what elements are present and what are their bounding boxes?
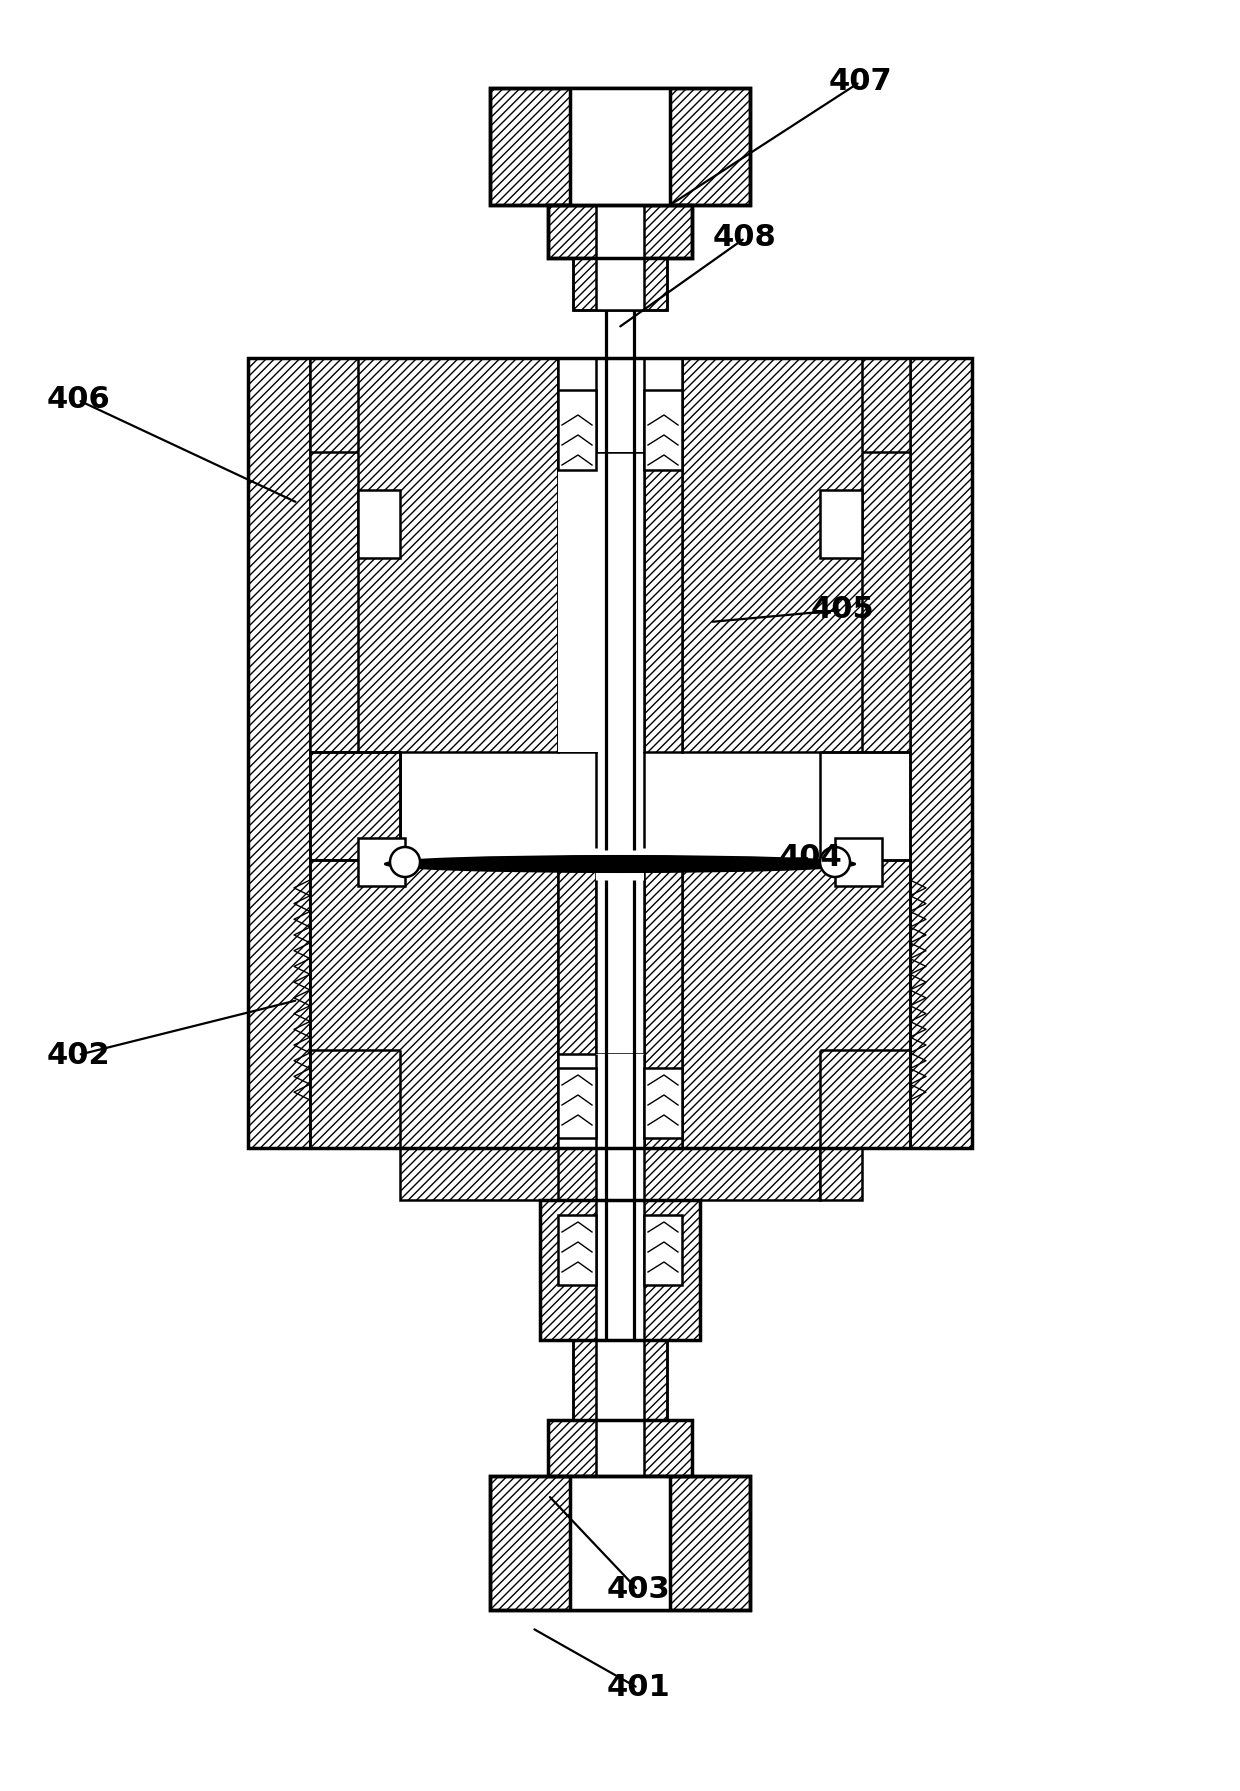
Bar xyxy=(596,1200,644,1340)
Bar xyxy=(248,358,972,1148)
Bar xyxy=(596,1053,644,1148)
Bar xyxy=(820,491,862,559)
Bar xyxy=(573,1340,667,1420)
Bar xyxy=(490,88,750,204)
Bar xyxy=(548,204,692,258)
Bar xyxy=(558,358,642,752)
Polygon shape xyxy=(310,752,401,860)
Bar xyxy=(490,88,750,204)
Bar xyxy=(644,1214,682,1284)
Bar xyxy=(596,860,644,1148)
Text: 408: 408 xyxy=(713,224,777,253)
Bar xyxy=(310,860,558,1148)
Bar xyxy=(558,358,682,451)
Bar xyxy=(596,204,644,258)
Bar xyxy=(570,88,670,204)
Bar xyxy=(310,752,401,860)
Bar xyxy=(558,1148,642,1200)
Bar xyxy=(573,258,667,310)
Bar xyxy=(596,1340,644,1420)
Bar xyxy=(573,258,667,310)
Bar xyxy=(539,1200,701,1340)
Ellipse shape xyxy=(384,856,856,872)
Circle shape xyxy=(820,847,849,878)
Bar xyxy=(910,358,972,1148)
Bar xyxy=(820,1148,862,1200)
Text: 405: 405 xyxy=(810,595,874,625)
Bar xyxy=(558,390,596,469)
Bar xyxy=(401,1148,820,1200)
Bar xyxy=(548,204,692,258)
Bar xyxy=(596,358,644,451)
Bar xyxy=(573,1340,667,1420)
Text: 407: 407 xyxy=(828,68,892,97)
Bar xyxy=(548,1420,692,1476)
Text: 401: 401 xyxy=(606,1673,670,1703)
Circle shape xyxy=(391,847,420,878)
Bar xyxy=(596,1148,644,1200)
Bar xyxy=(358,491,401,559)
Bar xyxy=(558,358,596,752)
Bar xyxy=(548,1420,692,1476)
Bar xyxy=(490,1476,750,1610)
Bar xyxy=(490,1476,750,1610)
Bar xyxy=(644,358,682,752)
Bar xyxy=(596,358,644,752)
Bar xyxy=(558,860,596,1148)
Bar xyxy=(570,1476,670,1610)
Bar xyxy=(682,358,910,752)
Bar xyxy=(596,1420,644,1476)
Bar xyxy=(558,1053,642,1148)
Text: 404: 404 xyxy=(779,844,842,872)
Bar xyxy=(835,838,882,887)
Text: 406: 406 xyxy=(46,385,110,414)
Bar xyxy=(596,258,644,310)
Bar xyxy=(358,838,405,887)
Bar xyxy=(644,1067,682,1137)
Bar xyxy=(558,1214,596,1284)
Bar xyxy=(558,1067,596,1137)
Bar xyxy=(644,860,682,1148)
Bar xyxy=(644,390,682,469)
Text: 403: 403 xyxy=(606,1576,670,1605)
Bar xyxy=(310,358,558,752)
Bar xyxy=(539,1200,701,1340)
Bar xyxy=(682,860,910,1148)
Bar xyxy=(248,358,310,1148)
Text: 402: 402 xyxy=(46,1041,110,1069)
